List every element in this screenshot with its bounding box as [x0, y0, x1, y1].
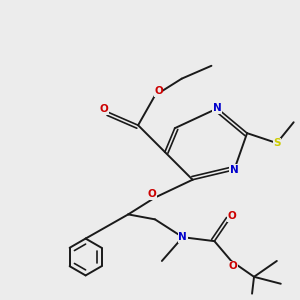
Text: N: N [213, 103, 222, 113]
Text: O: O [228, 212, 237, 221]
Text: N: N [178, 232, 187, 242]
Text: S: S [273, 138, 280, 148]
Text: O: O [228, 261, 237, 271]
Text: O: O [100, 104, 108, 114]
Text: O: O [154, 86, 163, 96]
Text: O: O [148, 189, 156, 199]
Text: N: N [230, 165, 239, 175]
